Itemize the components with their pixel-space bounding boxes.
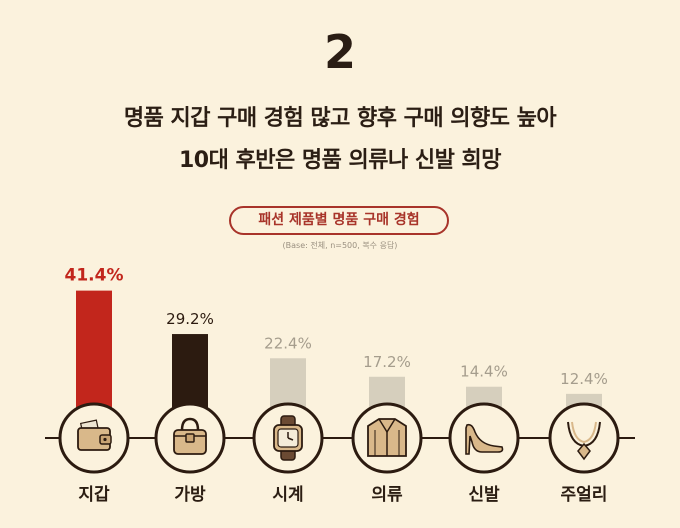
necklace-icon	[567, 421, 601, 461]
jacket-icon	[367, 418, 407, 457]
value-label-5: 14.4%	[460, 363, 508, 381]
category-label-1: 지갑	[78, 485, 110, 505]
category-label-2: 가방	[174, 485, 206, 505]
watch-icon	[273, 415, 303, 461]
value-label-3: 22.4%	[264, 334, 312, 352]
icon-circle-5	[448, 402, 520, 474]
section-number: 2	[323, 25, 356, 79]
category-label-3: 시계	[272, 485, 303, 505]
value-label-6: 12.4%	[560, 370, 608, 388]
high-heel-icon	[465, 423, 504, 455]
handbag-icon	[173, 417, 207, 455]
category-label-6: 주얼리	[561, 485, 608, 505]
category-label-4: 의류	[371, 485, 403, 505]
chart-title: 패션 제품별 명품 구매 경험	[229, 206, 449, 235]
headline-line-2: 10대 후반은 명품 의류나 신발 희망	[178, 148, 502, 173]
icon-circle-6	[548, 402, 620, 474]
chart-subtitle: (Base: 전체, n=500, 복수 응답)	[282, 241, 398, 250]
wallet-icon	[77, 419, 112, 451]
headline-line-1: 명품 지갑 구매 경험 많고 향후 구매 의향도 높아	[123, 106, 557, 131]
value-label-2: 29.2%	[166, 310, 214, 328]
value-label-4: 17.2%	[363, 353, 411, 371]
value-label-1: 41.4%	[65, 266, 124, 286]
category-label-5: 신발	[468, 485, 500, 505]
